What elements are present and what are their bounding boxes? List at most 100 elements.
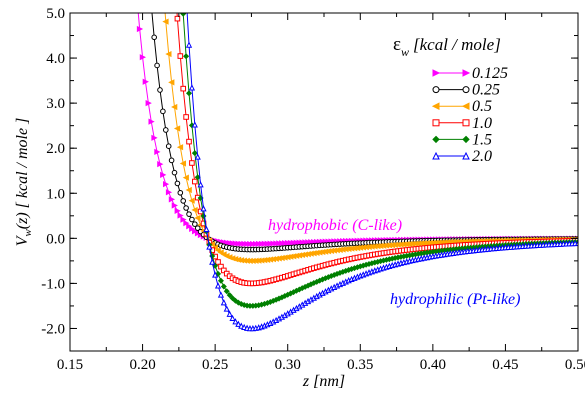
data-point — [174, 180, 181, 187]
annotation-hydrophilic: hydrophilic (Pt-like) — [390, 291, 520, 308]
series-line — [137, 13, 578, 245]
data-point — [136, 25, 144, 33]
data-point — [180, 216, 187, 223]
data-point — [296, 239, 303, 246]
legend-marker — [462, 151, 470, 160]
data-point — [180, 85, 187, 92]
x-tick-label: 0.35 — [347, 357, 373, 373]
data-point — [220, 299, 227, 306]
data-point — [186, 223, 193, 230]
data-point — [191, 206, 198, 214]
series-0.25 — [151, 13, 578, 253]
y-tick-label: 2.0 — [46, 141, 65, 157]
data-point — [185, 41, 193, 48]
data-point — [162, 127, 169, 133]
data-point — [223, 288, 230, 295]
data-point — [194, 225, 201, 231]
data-point — [183, 220, 190, 227]
data-point — [160, 108, 166, 115]
legend-item-0.25: 0.25 — [432, 82, 500, 99]
data-point — [194, 153, 201, 160]
data-point — [215, 259, 221, 265]
data-point — [177, 212, 184, 219]
data-point — [214, 247, 221, 254]
x-tick-label: 0.15 — [57, 357, 83, 373]
data-point — [235, 240, 242, 247]
data-point — [182, 174, 189, 181]
data-point — [194, 214, 201, 222]
data-point — [194, 230, 202, 237]
legend-item-0.5: 0.5 — [431, 98, 492, 115]
y-axis: -2.0 -1.0 0.0 1.0 2.0 3.0 4.0 5.0 — [41, 6, 578, 352]
data-point — [302, 239, 309, 246]
data-point — [267, 240, 274, 247]
data-point — [176, 144, 184, 151]
data-point — [174, 207, 181, 214]
data-point — [165, 143, 172, 149]
data-point — [189, 225, 196, 233]
data-point — [238, 240, 245, 247]
data-point — [154, 62, 160, 69]
data-point — [139, 54, 146, 61]
y-tick-label: 4.0 — [46, 51, 65, 67]
data-point — [229, 240, 236, 247]
legend-item-0.125: 0.125 — [432, 65, 508, 82]
data-point — [145, 99, 152, 107]
data-point — [157, 161, 164, 168]
data-point — [209, 258, 216, 265]
data-point — [212, 271, 219, 278]
curve-group — [136, 13, 578, 332]
data-point — [186, 138, 192, 145]
y-tick-label: -1.0 — [41, 276, 65, 292]
data-point — [192, 228, 199, 235]
data-point — [171, 169, 178, 176]
data-point — [226, 239, 234, 247]
legend-label: 1.5 — [472, 131, 492, 148]
legend-marker — [432, 119, 440, 127]
data-point — [287, 239, 295, 247]
data-point — [180, 198, 187, 204]
data-point — [177, 189, 184, 196]
data-point — [200, 205, 207, 212]
data-point — [183, 205, 189, 211]
y-tick-label: 3.0 — [46, 96, 65, 112]
data-point — [211, 244, 218, 251]
data-point — [214, 282, 222, 289]
legend-label: 0.125 — [472, 65, 508, 82]
legend-marker — [461, 102, 470, 111]
legend-title: εw [kcal / mole] — [393, 34, 501, 59]
data-point — [151, 134, 158, 141]
data-point — [174, 15, 181, 22]
legend-item-2.0: 2.0 — [432, 148, 492, 165]
legend-item-1.5: 1.5 — [432, 131, 492, 148]
legend-marker — [462, 69, 471, 77]
x-tick-label: 0.25 — [202, 357, 228, 373]
data-point — [235, 299, 242, 306]
data-point — [238, 322, 245, 329]
data-point — [293, 239, 300, 246]
legend-title-symbol: ε — [393, 34, 401, 55]
data-point — [177, 53, 184, 59]
data-point — [217, 277, 224, 284]
legend-title-unit: [kcal / mole] — [413, 35, 501, 54]
data-point — [171, 103, 178, 111]
data-point — [192, 178, 198, 185]
data-point — [197, 181, 204, 188]
data-point — [264, 240, 271, 247]
legend-marker — [432, 135, 440, 144]
data-point — [226, 292, 233, 299]
data-point — [142, 78, 149, 85]
data-point — [188, 197, 195, 204]
y-tick-label: 5.0 — [46, 6, 65, 22]
data-point — [171, 202, 178, 209]
data-point — [189, 160, 195, 166]
data-point — [191, 121, 198, 128]
data-point — [168, 157, 175, 164]
data-point — [208, 241, 216, 248]
x-tick-label: 0.30 — [275, 357, 301, 373]
legend-label: 1.0 — [472, 115, 492, 132]
data-point — [282, 240, 289, 247]
series-line — [151, 13, 578, 251]
data-point — [244, 240, 251, 248]
